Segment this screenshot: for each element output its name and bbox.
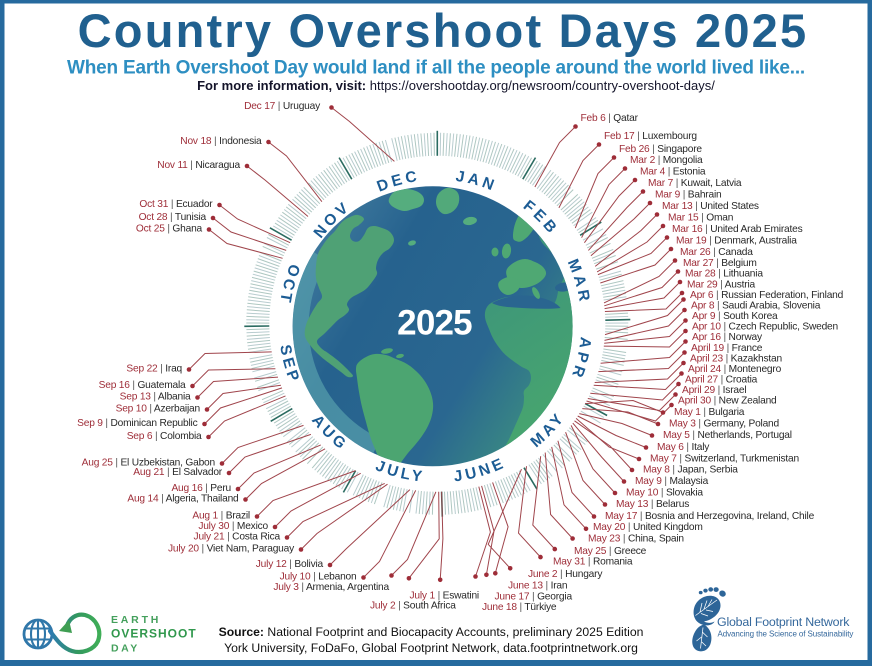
svg-text:Mar 2 | Mongolia: Mar 2 | Mongolia [630, 155, 703, 166]
svg-text:May 13 | Belarus: May 13 | Belarus [616, 499, 689, 510]
svg-text:Apr 9 | South Korea: Apr 9 | South Korea [692, 311, 778, 322]
svg-text:June 17 | Georgia: June 17 | Georgia [495, 592, 573, 603]
svg-text:Apr 8 | Saudi Arabia, Slovenia: Apr 8 | Saudi Arabia, Slovenia [691, 301, 821, 312]
svg-text:May 25 | Greece: May 25 | Greece [574, 546, 647, 557]
svg-text:Sep 9 | Dominican Republic: Sep 9 | Dominican Republic [77, 418, 197, 429]
svg-text:Mar 16 | United Arab Emirates: Mar 16 | United Arab Emirates [672, 224, 803, 235]
svg-text:Feb 6 | Qatar: Feb 6 | Qatar [581, 113, 639, 124]
svg-text:April 29 | Israel: April 29 | Israel [682, 385, 746, 396]
svg-text:Feb 26 | Singapore: Feb 26 | Singapore [619, 144, 702, 155]
svg-text:June 18 | Türkiye: June 18 | Türkiye [482, 602, 557, 613]
svg-text:Nov 18 | Indonesia: Nov 18 | Indonesia [180, 136, 262, 147]
svg-text:Aug 14 | Algeria, Thailand: Aug 14 | Algeria, Thailand [127, 494, 239, 505]
svg-text:Mar 4 | Estonia: Mar 4 | Estonia [640, 167, 706, 178]
svg-text:Mar 28 | Lithuania: Mar 28 | Lithuania [685, 269, 763, 280]
svg-text:June 2 | Hungary: June 2 | Hungary [528, 569, 603, 580]
svg-text:July 20 | Viet Nam, Paraguay: July 20 | Viet Nam, Paraguay [168, 544, 295, 555]
svg-text:Mar 29 | Austria: Mar 29 | Austria [687, 280, 756, 291]
svg-text:April 24 | Montenegro: April 24 | Montenegro [688, 364, 782, 375]
svg-text:May 5 | Netherlands, Portugal: May 5 | Netherlands, Portugal [663, 430, 792, 441]
svg-text:Advancing the Science of Susta: Advancing the Science of Sustainability [718, 630, 854, 639]
svg-text:Mar 27 | Belgium: Mar 27 | Belgium [683, 258, 757, 269]
svg-text:Source: National Footprint and: Source: National Footprint and Biocapaci… [219, 625, 644, 639]
svg-text:Feb 17 | Luxembourg: Feb 17 | Luxembourg [604, 131, 697, 142]
svg-text:May 8 | Japan, Serbia: May 8 | Japan, Serbia [643, 465, 738, 476]
svg-text:When Earth Overshoot Day would: When Earth Overshoot Day would land if a… [67, 58, 805, 79]
svg-text:May 23 | China, Spain: May 23 | China, Spain [588, 534, 684, 545]
svg-text:May 3 | Germany, Poland: May 3 | Germany, Poland [669, 419, 780, 430]
svg-text:May 20 | United Kingdom: May 20 | United Kingdom [593, 522, 703, 533]
svg-text:Sep 10 | Azerbaijan: Sep 10 | Azerbaijan [116, 404, 200, 415]
svg-text:Apr 16 | Norway: Apr 16 | Norway [692, 332, 763, 343]
svg-text:Mar 9 | Bahrain: Mar 9 | Bahrain [655, 190, 722, 201]
svg-text:July 30 | Mexico: July 30 | Mexico [198, 521, 268, 532]
svg-text:For more information, visit: h: For more information, visit: https://ove… [197, 78, 715, 93]
svg-text:Oct 31 | Ecuador: Oct 31 | Ecuador [139, 199, 213, 210]
svg-text:Oct 28 | Tunisia: Oct 28 | Tunisia [139, 212, 207, 223]
svg-text:July 12 | Bolivia: July 12 | Bolivia [256, 559, 324, 570]
svg-text:April 30 | New Zealand: April 30 | New Zealand [678, 396, 777, 407]
svg-text:June 13 | Iran: June 13 | Iran [508, 581, 567, 592]
svg-text:York University, FoDaFo, Globa: York University, FoDaFo, Global Footprin… [224, 641, 638, 655]
svg-text:April 19 | France: April 19 | France [691, 343, 763, 354]
svg-text:OVERSHOOT: OVERSHOOT [111, 627, 197, 641]
svg-text:Apr 10 | Czech Republic, Swede: Apr 10 | Czech Republic, Sweden [692, 322, 838, 333]
svg-text:Sep 16 | Guatemala: Sep 16 | Guatemala [99, 380, 186, 391]
svg-text:Sep 13 | Albania: Sep 13 | Albania [120, 392, 191, 403]
svg-text:April 27 | Croatia: April 27 | Croatia [685, 375, 758, 386]
svg-text:Aug 25 | El Uzbekistan, Gabon: Aug 25 | El Uzbekistan, Gabon [82, 458, 215, 469]
svg-text:Mar 19 | Denmark, Australia: Mar 19 | Denmark, Australia [676, 236, 797, 247]
svg-text:Mar 26 | Canada: Mar 26 | Canada [680, 247, 753, 258]
svg-text:April 23 | Kazakhstan: April 23 | Kazakhstan [690, 354, 782, 365]
svg-text:May 9 | Malaysia: May 9 | Malaysia [635, 476, 709, 487]
svg-text:May 17 | Bosnia and Herzegovin: May 17 | Bosnia and Herzegovina, Ireland… [605, 511, 815, 522]
svg-text:Mar 15 | Oman: Mar 15 | Oman [668, 213, 733, 224]
svg-text:Oct 25 | Ghana: Oct 25 | Ghana [136, 224, 203, 235]
svg-text:July 1 | Eswatini: July 1 | Eswatini [410, 591, 479, 602]
svg-text:July 10 | Lebanon: July 10 | Lebanon [280, 572, 357, 583]
svg-text:Aug 16 | Peru: Aug 16 | Peru [171, 483, 231, 494]
svg-text:Mar 13 | United States: Mar 13 | United States [662, 201, 759, 212]
svg-text:May 10 | Slovakia: May 10 | Slovakia [626, 488, 703, 499]
svg-text:EARTH: EARTH [111, 614, 161, 626]
svg-text:Apr 6 | Russian Federation, Fi: Apr 6 | Russian Federation, Finland [690, 290, 844, 301]
svg-text:July 21 | Costa Rica: July 21 | Costa Rica [194, 532, 281, 543]
svg-text:Sep 22 | Iraq: Sep 22 | Iraq [126, 364, 182, 375]
svg-text:Mar 7 | Kuwait, Latvia: Mar 7 | Kuwait, Latvia [648, 178, 742, 189]
svg-text:May 6 | Italy: May 6 | Italy [657, 442, 710, 453]
svg-text:May 31 | Romania: May 31 | Romania [553, 557, 633, 568]
svg-text:Nov 11 | Nicaragua: Nov 11 | Nicaragua [157, 160, 240, 171]
svg-text:2025: 2025 [397, 304, 472, 343]
svg-text:Aug 1 | Brazil: Aug 1 | Brazil [192, 511, 250, 522]
svg-text:Dec 17 | Uruguay: Dec 17 | Uruguay [244, 101, 321, 112]
svg-text:DAY: DAY [111, 643, 140, 655]
svg-text:Aug 21 | El Salvador: Aug 21 | El Salvador [133, 467, 223, 478]
svg-text:July 3 | Armenia, Argentina: July 3 | Armenia, Argentina [273, 582, 389, 593]
svg-text:May 7 | Switzerland, Turkmenis: May 7 | Switzerland, Turkmenistan [650, 454, 799, 465]
svg-text:Global Footprint Network: Global Footprint Network [717, 615, 850, 629]
svg-text:Country Overshoot Days 2025: Country Overshoot Days 2025 [78, 4, 809, 57]
svg-text:May 1 | Bulgaria: May 1 | Bulgaria [674, 407, 745, 418]
svg-text:Sep 6 | Colombia: Sep 6 | Colombia [127, 431, 202, 442]
svg-text:July 2 | South Africa: July 2 | South Africa [370, 601, 456, 612]
